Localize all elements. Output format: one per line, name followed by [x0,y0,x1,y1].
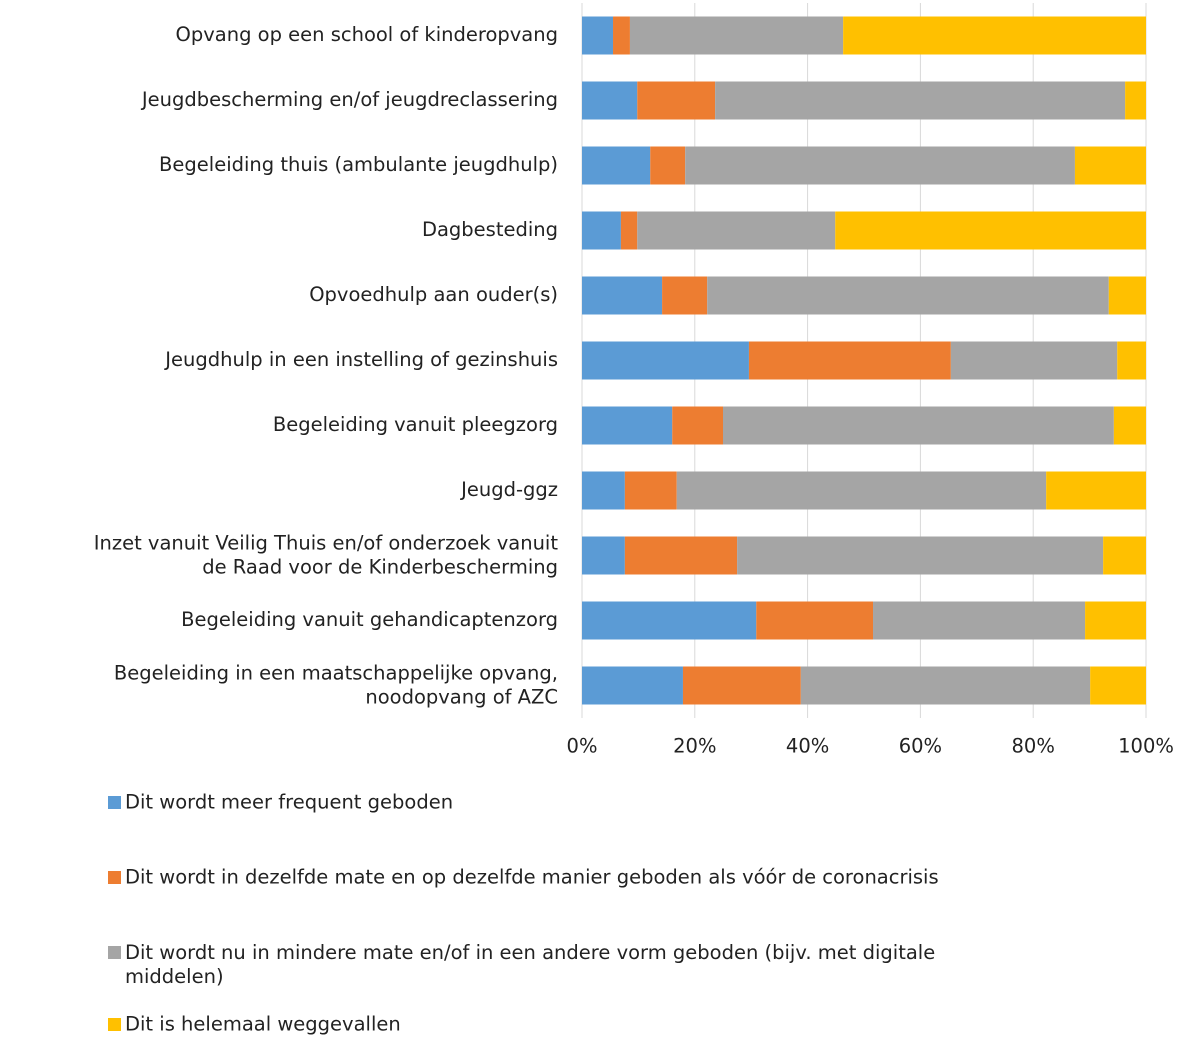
bar-segment [650,146,686,185]
y-tick-label: Begeleiding vanuit pleegzorg [273,413,558,436]
legend-swatch [108,871,121,884]
legend-label: Dit is helemaal weggevallen [125,1013,401,1036]
x-tick-label: 80% [1012,735,1055,758]
bar-segment [582,16,614,55]
bar-segment [1117,341,1146,380]
bar-segment [685,146,1075,185]
bar-segment [1090,666,1146,705]
x-tick-label: 40% [786,735,829,758]
legend-label: Dit wordt meer frequent geboden [125,791,453,814]
bar-segment [1113,406,1146,445]
bar-segment [582,471,625,510]
bar-segment [672,406,723,445]
y-tick-label: Begeleiding thuis (ambulante jeugdhulp) [159,153,558,176]
bar-segment [629,16,844,55]
bar-segment [748,341,951,380]
bar-segment [582,211,621,250]
bar-segment [582,146,651,185]
y-tick-label: Opvang op een school of kinderopvang [176,23,559,46]
legend-label: Dit wordt nu in mindere mate en/of in ee… [125,941,935,988]
bar-segment [582,536,625,575]
y-tick-label: Inzet vanuit Veilig Thuis en/of onderzoe… [94,531,559,578]
bar-segment [624,536,738,575]
legend-swatch [108,796,121,809]
bar-segment [715,81,1126,120]
bar-segment [582,81,638,120]
bar-segment [1103,536,1146,575]
y-tick-label: Begeleiding vanuit gehandicaptenzorg [181,608,558,631]
y-tick-label: Jeugdhulp in een instelling of gezinshui… [163,348,558,371]
bar-segment [737,536,1104,575]
x-tick-label: 100% [1118,735,1174,758]
legend-swatch [108,1018,121,1031]
bar-segment [1074,146,1146,185]
bar-segment [613,16,630,55]
y-tick-label: Opvoedhulp aan ouder(s) [309,283,558,306]
y-tick-label: Dagbesteding [422,218,558,241]
bar-segment [620,211,638,250]
bar-segment [582,341,749,380]
bar-segment [624,471,677,510]
x-tick-label: 60% [899,735,942,758]
bar-segment [950,341,1118,380]
y-tick-label: Jeugd-ggz [459,478,558,501]
legend-label: Dit wordt in dezelfde mate en op dezelfd… [125,866,939,889]
bar-segment [637,211,836,250]
bar-segment [682,666,801,705]
bar-segment [800,666,1091,705]
y-tick-label: Begeleiding in een maatschappelijke opva… [114,661,558,708]
bar-segment [1046,471,1146,510]
bar-segment [1108,276,1146,315]
legend-swatch [108,946,121,959]
bar-segment [873,601,1086,640]
bar-segment [1085,601,1146,640]
bar-segment [756,601,874,640]
bar-segment [723,406,1114,445]
bar-segment [582,601,757,640]
y-tick-label: Jeugdbescherming en/of jeugdreclassering [140,88,558,111]
bar-segment [582,666,683,705]
bar-segment [637,81,716,120]
x-tick-label: 20% [673,735,716,758]
bar-segment [582,406,673,445]
x-tick-label: 0% [567,735,598,758]
bar-segment [843,16,1146,55]
bar-segment [707,276,1109,315]
bar-segment [835,211,1146,250]
bar-segment [1125,81,1146,120]
bar-segment [662,276,708,315]
bar-segment [582,276,663,315]
bar-segment [676,471,1047,510]
